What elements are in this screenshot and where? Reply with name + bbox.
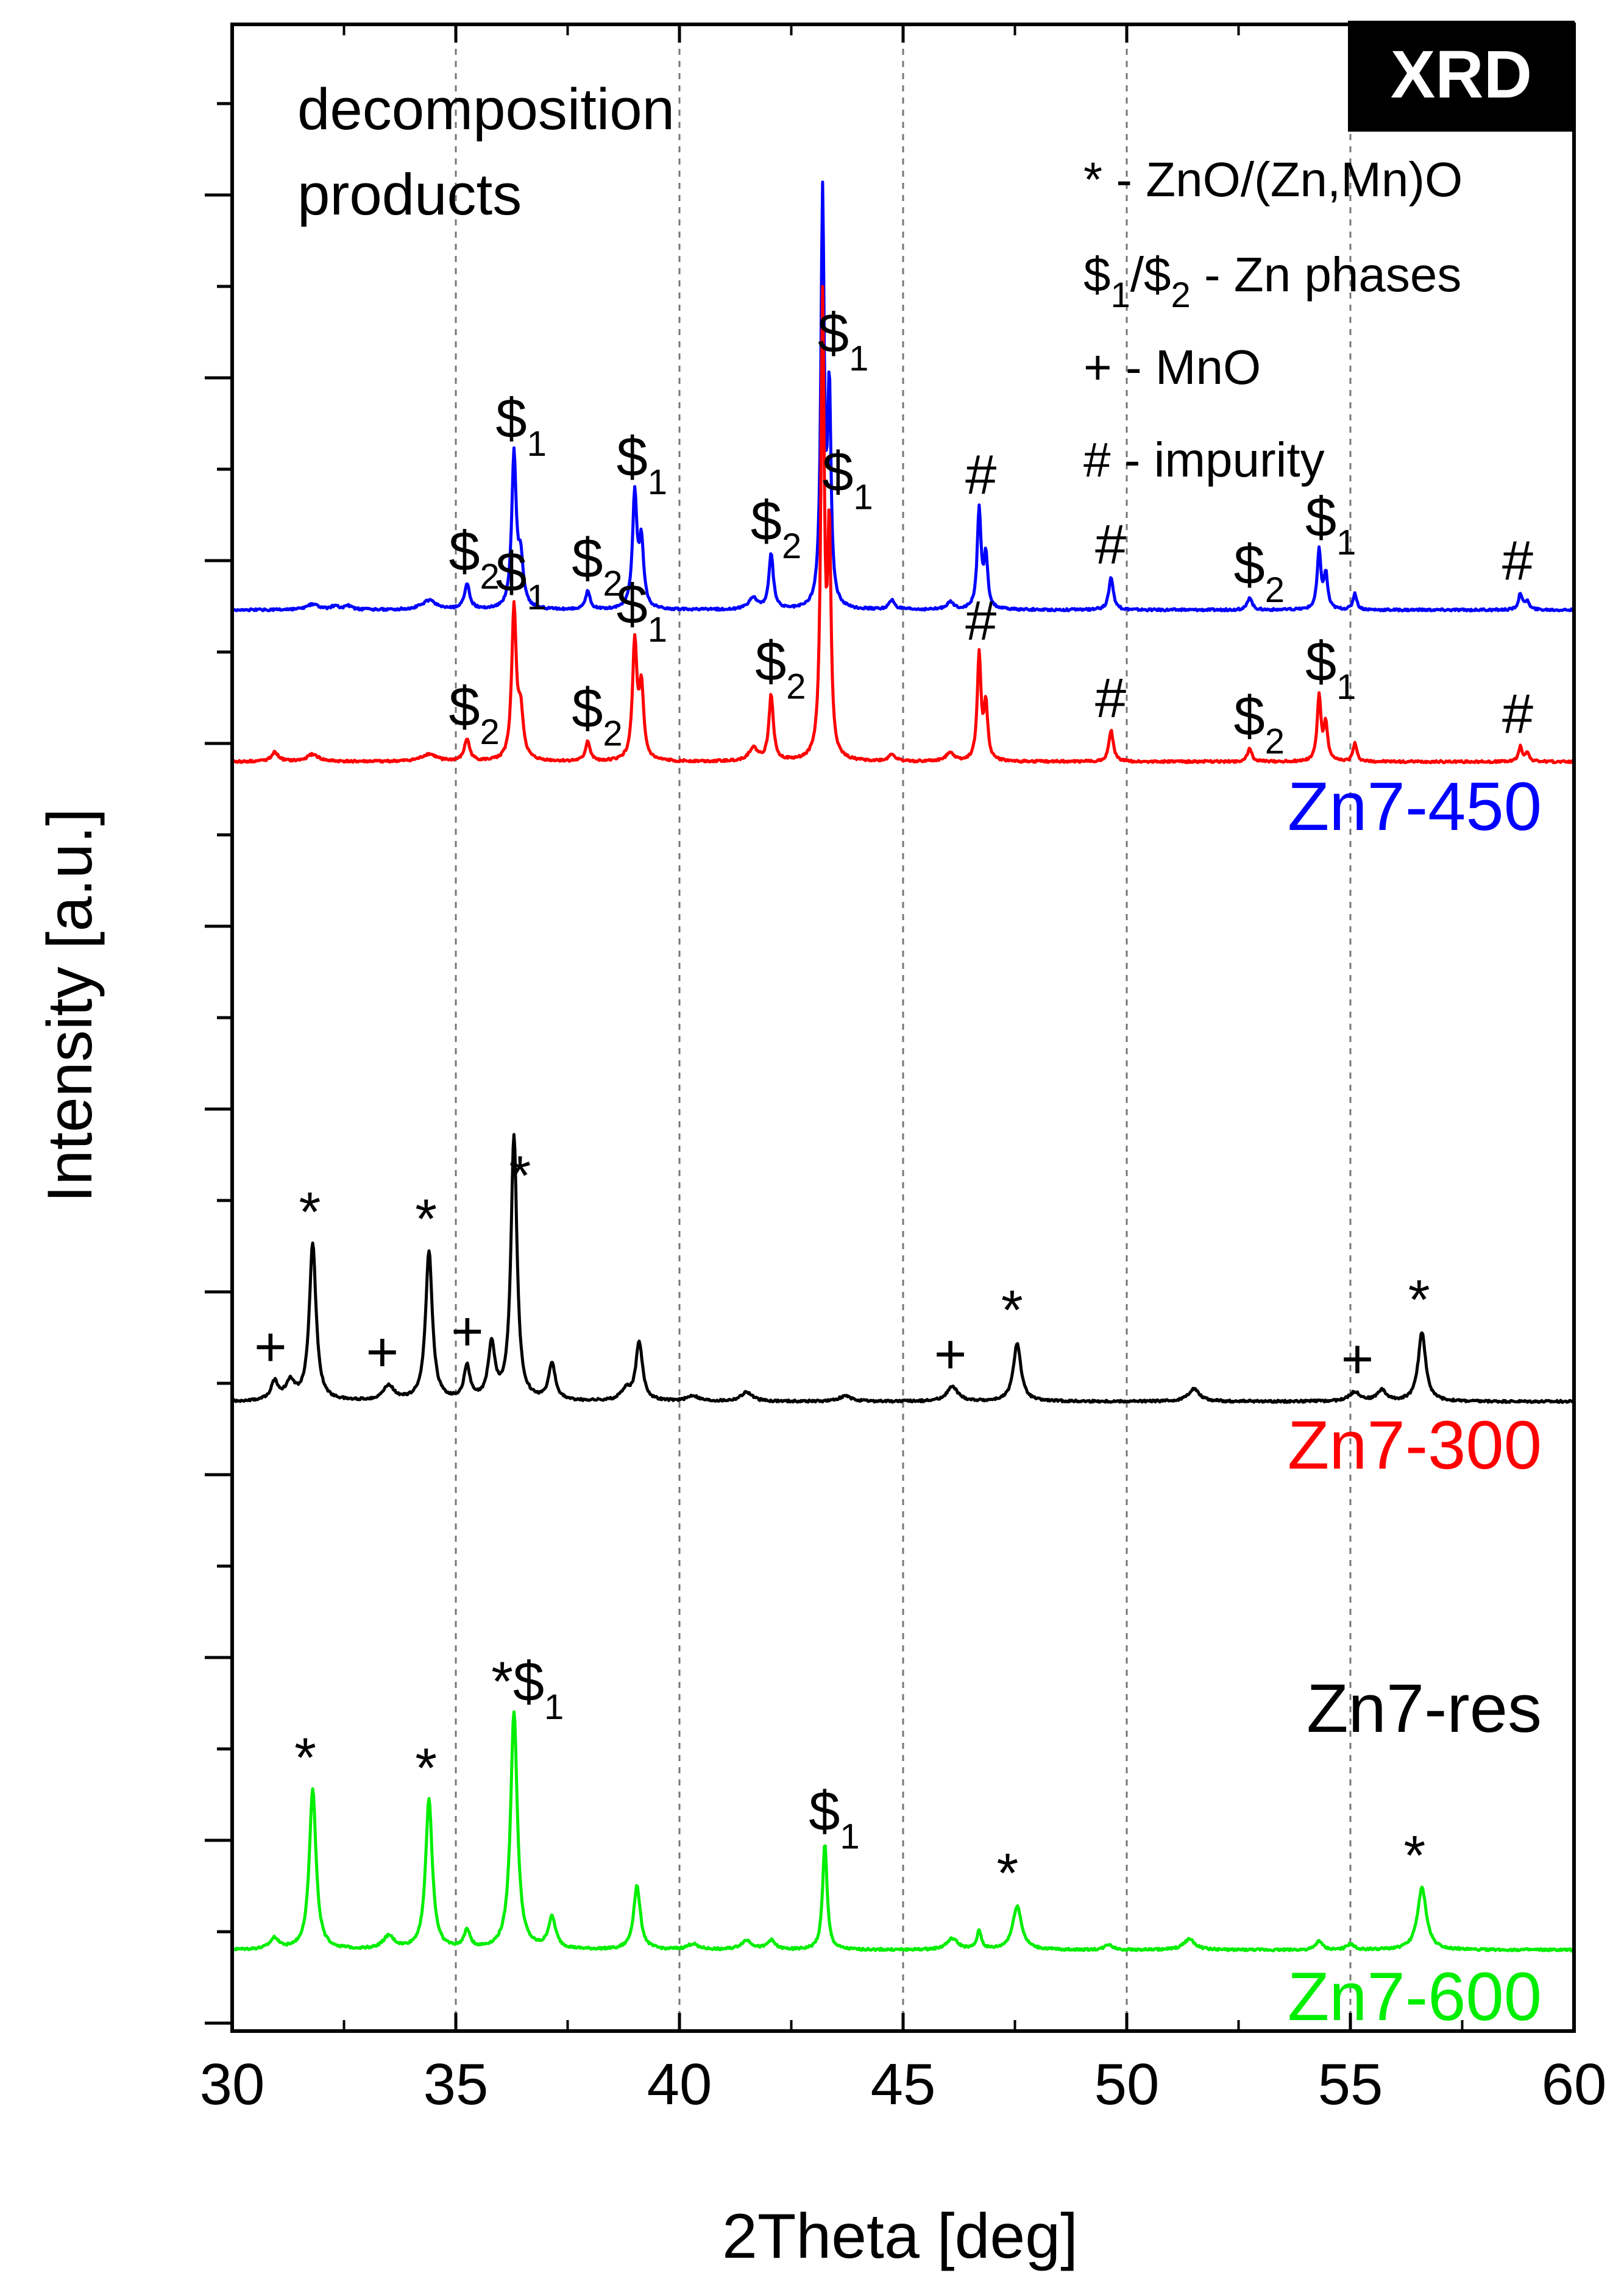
peak-label-subscript: 1 (544, 1687, 564, 1727)
peak-label-Zn7-600-3: $1 (809, 1780, 859, 1856)
peak-label-Zn7-300-6: # (965, 590, 996, 652)
peak-label-Zn7-450-2: $2 (572, 527, 622, 603)
peak-label-Zn7-300-5: $1 (822, 441, 873, 517)
peak-label-Zn7-300-2: $2 (572, 677, 622, 753)
series-label-Zn7-300: Zn7-300 (1288, 1407, 1542, 1483)
series-label-Zn7-res: Zn7-res (1307, 1670, 1542, 1746)
peak-label-Zn7-300-10: # (1502, 683, 1533, 745)
x-tick-label-40: 40 (647, 2052, 712, 2117)
x-tick-label-45: 45 (871, 2052, 936, 2117)
legend-entry-2: + - MnO (1083, 340, 1261, 394)
peak-label-subscript: 2 (1265, 570, 1285, 610)
series-layer: Zn7-450 Zn7-300 Zn7-res Zn7-600 (230, 180, 1576, 2035)
peak-label-Zn7-300-7: # (1095, 667, 1126, 729)
x-tick-label-30: 30 (200, 2052, 265, 2117)
series-Zn7-450 (230, 180, 1575, 613)
legend-entry-0: * - ZnO/(Zn,Mn)O (1083, 152, 1463, 207)
peak-label-Zn7-600-1: * (415, 1737, 437, 1799)
legend-text: - Zn phases (1191, 247, 1462, 302)
peak-label-subscript: 2 (603, 564, 622, 603)
peak-label-subscript: 2 (603, 714, 622, 753)
axes: 30 35 40 45 50 55 60 (200, 23, 1607, 2117)
peak-label-Zn7-res-9: * (1408, 1269, 1430, 1331)
legend-entry-3: # - impurity (1083, 433, 1325, 487)
chart-title: XRD (1391, 37, 1532, 112)
legend-text: - impurity (1111, 433, 1325, 487)
series-Zn7-res (231, 1133, 1575, 1404)
series-Zn7-300 (232, 285, 1576, 765)
peak-label-subscript: 1 (849, 339, 868, 378)
legend-subscript: 2 (1171, 275, 1190, 315)
peak-label-Zn7-300-1: $1 (495, 541, 546, 617)
peak-label-Zn7-450-7: # (1095, 514, 1126, 576)
peak-label-Zn7-res-4: + (451, 1300, 484, 1363)
peak-label-subscript: 1 (1336, 523, 1356, 562)
peak-label-Zn7-300-9: $1 (1305, 631, 1356, 707)
x-tick-label-35: 35 (424, 2052, 489, 2117)
peak-label-Zn7-300-0: $2 (449, 676, 499, 752)
x-tick-label-50: 50 (1094, 2052, 1160, 2117)
peak-label-subscript: 1 (840, 1817, 859, 1856)
legend: * - ZnO/(Zn,Mn)O $1/$2 - Zn phases + - MnO… (1083, 152, 1463, 487)
peak-label-subscript: 1 (648, 463, 667, 502)
peak-label-Zn7-res-6: + (934, 1323, 967, 1385)
peak-label-Zn7-res-5: * (509, 1145, 531, 1207)
peak-label-subscript: 1 (648, 610, 667, 650)
peak-label-Zn7-600-0: * (294, 1727, 316, 1789)
x-axis-title: 2Theta [deg] (722, 2201, 1078, 2272)
peak-label-Zn7-450-3: $1 (617, 426, 667, 502)
peak-label-Zn7-res-3: * (415, 1188, 437, 1250)
peak-label-Zn7-300-3: $1 (617, 573, 667, 650)
peak-label-Zn7-res-7: * (1001, 1280, 1023, 1342)
series-label-Zn7-600: Zn7-600 (1288, 1959, 1542, 2035)
peak-label-Zn7-res-8: + (1341, 1328, 1374, 1391)
peak-label-Zn7-res-0: + (254, 1316, 287, 1378)
peak-label-Zn7-300-8: $2 (1234, 686, 1285, 762)
y-axis-title: Intensity [a.u.] (35, 808, 105, 1202)
legend-subscript: 1 (1111, 275, 1130, 315)
peak-label-Zn7-450-9: $1 (1305, 486, 1356, 562)
peak-label-subscript: 2 (1265, 722, 1285, 762)
legend-text: - MnO (1112, 340, 1261, 394)
x-tick-label-55: 55 (1318, 2052, 1383, 2117)
peak-label-Zn7-450-6: # (965, 444, 996, 506)
peak-label-subscript: 2 (480, 712, 500, 752)
peak-label-subscript: 2 (782, 527, 801, 566)
peak-label-subscript: 2 (786, 667, 806, 706)
peak-label-subscript: 1 (853, 478, 873, 517)
title-badge (1348, 21, 1575, 132)
note-line-1: decomposition (297, 77, 675, 142)
peak-label-Zn7-600-2: *$1 (491, 1651, 564, 1727)
peak-label-Zn7-res-2: + (366, 1321, 399, 1383)
peak-label-Zn7-res-1: * (299, 1181, 321, 1243)
legend-entry-1: $1/$2 - Zn phases (1083, 247, 1461, 315)
series-label-Zn7-450: Zn7-450 (1288, 768, 1542, 845)
peak-label-Zn7-300-4: $2 (755, 630, 806, 706)
peak-label-Zn7-450-8: $2 (1234, 534, 1285, 610)
grid-lines (455, 24, 1352, 2031)
peak-label-subscript: 1 (527, 578, 547, 617)
peak-label-Zn7-450-1: $1 (495, 388, 546, 464)
peak-label-subscript: 1 (1336, 667, 1356, 707)
note-line-2: products (297, 162, 522, 227)
peak-label-Zn7-600-4: * (997, 1842, 1019, 1904)
peak-annotations: $2$1$2$1$2$1## $2$1 #$2$1$2$1$2$1## $2$1 #+*… (254, 302, 1533, 1904)
peak-label-Zn7-450-10: # (1502, 530, 1533, 592)
peak-label-Zn7-450-4: $2 (751, 490, 801, 566)
legend-text: - ZnO/(Zn,Mn)O (1102, 152, 1463, 207)
peak-label-subscript: 1 (527, 424, 547, 464)
legend-symbol: /$ (1130, 247, 1171, 302)
peak-label-subscript: 2 (480, 557, 500, 597)
peak-label-Zn7-600-5: * (1403, 1825, 1425, 1887)
x-tick-label-60: 60 (1542, 2052, 1607, 2117)
series-Zn7-600 (232, 1710, 1576, 1953)
